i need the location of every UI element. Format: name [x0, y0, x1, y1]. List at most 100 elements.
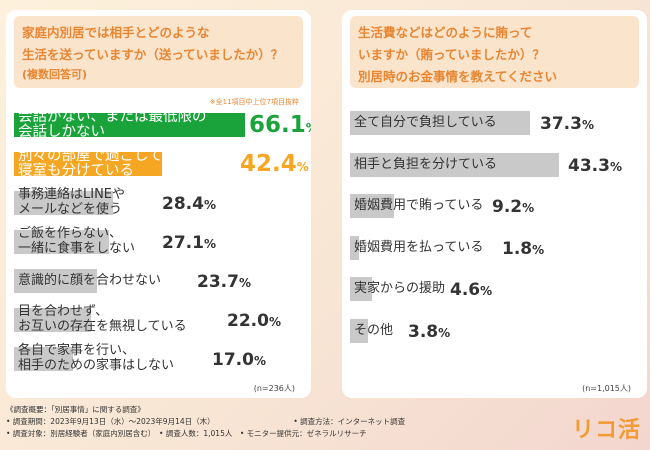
chart-category-label: 各自で家事を行い、 — [18, 343, 136, 358]
chart-bar — [14, 347, 74, 371]
chart-value-unit: % — [268, 315, 281, 329]
chart-value-unit: % — [480, 284, 493, 298]
chart-value-number: 9.2 — [492, 197, 523, 217]
chart-bar — [14, 269, 97, 293]
chart-row: 相手と負担を分けている 43.3% — [350, 150, 640, 180]
chart-category-label: 事務連絡はLINEや — [18, 187, 126, 202]
footer-line-1: 《調査概要：「別居事情」に関する調査》 — [6, 405, 145, 414]
chart-value-number: 37.3 — [540, 114, 582, 134]
left-question-line-3: (複数回答可) — [22, 68, 88, 81]
chart-bar — [14, 113, 245, 137]
chart-category-label: 目を合わせず、 — [18, 304, 109, 319]
chart-value-label: 43.3% — [568, 156, 622, 176]
chart-value-label: 37.3% — [540, 114, 594, 134]
chart-value-unit: % — [253, 354, 266, 368]
chart-value-unit: % — [522, 201, 535, 215]
chart-value-number: 17.0 — [212, 350, 254, 370]
chart-value-unit: % — [296, 160, 309, 174]
chart-value-number: 28.4 — [162, 194, 204, 214]
chart-category-label: 別々の部屋で過ごしていて、 — [18, 148, 205, 164]
chart-value-label: 1.8% — [502, 239, 544, 259]
chart-bar — [14, 230, 109, 254]
chart-bar — [350, 152, 560, 177]
chart-value-number: 27.1 — [162, 233, 204, 253]
chart-value-unit: % — [532, 242, 545, 257]
chart-category-label: 婚姻費用を払っている — [354, 239, 484, 255]
chart-value-unit: % — [581, 118, 594, 132]
chart-value-unit: % — [203, 198, 216, 212]
left-n-label: (n=236人) — [253, 384, 295, 393]
left-question-line-2: 生活を送っていますか（送っていましたか）？ — [22, 47, 284, 62]
chart-value-label: 42.4% — [240, 151, 309, 177]
chart-category-label: 会話しかない — [18, 124, 105, 140]
chart-value-label: 4.6% — [450, 280, 492, 300]
chart-bar — [14, 191, 114, 215]
chart-category-label: 会話がない、または最低限の — [18, 109, 207, 125]
footer-line-2: • 調査期間：2023年9月13日（水）〜2023年9月14日（木） • 調査方… — [6, 417, 406, 426]
chart-row: 目を合わせず、 お互いの存在を無視している 22.0% — [14, 305, 304, 335]
chart-value-number: 3.8 — [408, 321, 439, 342]
chart-value-unit: % — [203, 237, 216, 251]
chart-value-unit: % — [438, 325, 451, 340]
left-question-header: 家庭内別居では相手とどのような 生活を送っていますか（送っていましたか）？ (複… — [14, 16, 303, 88]
chart-bar — [350, 318, 369, 343]
chart-category-label: 相手のための家事はしない — [18, 358, 175, 373]
chart-value-number: 22.0 — [227, 311, 269, 331]
chart-value-label: 9.2% — [492, 197, 534, 217]
chart-bar — [350, 277, 373, 301]
chart-category-label: 寝室も分けている — [18, 163, 134, 179]
chart-value-label: 3.8% — [408, 322, 450, 342]
chart-category-label: お互いの存在を無視している — [18, 319, 187, 334]
footer-line-3: • 調査対象：別居経験者（家庭内別居含む） • 調査人数：1,015人 • モニ… — [6, 429, 367, 438]
chart-bar — [350, 235, 359, 260]
right-question-line-1: 生活費などはどのように賄って — [358, 25, 533, 40]
chart-bar — [350, 111, 531, 135]
right-question-header: 生活費などはどのように賄って いますか（賄っていましたか）？ 別居時のお金事情を… — [350, 16, 639, 88]
chart-value-number: 1.8 — [502, 238, 533, 259]
chart-row: 事務連絡はLINEや メールなどを使う 28.4% — [14, 188, 304, 218]
left-note: ※全11項目中上位7項目抜粋 — [209, 98, 299, 106]
chart-value-unit: % — [238, 276, 251, 290]
chart-value-unit: % — [306, 121, 311, 135]
chart-row: 各自で家事を行い、 相手のための家事はしない 17.0% — [14, 344, 304, 374]
chart-category-label: 相手と負担を分けている — [354, 156, 498, 172]
right-question-line-3: 別居時のお金事情を教えてください — [358, 69, 558, 84]
chart-row: 別々の部屋で過ごしていて、 寝室も分けている 42.4% — [14, 148, 309, 179]
chart-category-label: ご飯を作らない、 — [18, 226, 123, 241]
chart-row: ご飯を作らない、 一緒に食事をしない 27.1% — [14, 227, 304, 257]
chart-category-label: 実家からの援助 — [354, 281, 446, 296]
left-question-line-1: 家庭内別居では相手とどのような — [22, 25, 210, 40]
chart-category-label: その他 — [354, 322, 394, 338]
chart-bar — [14, 152, 163, 176]
right-question-line-2: いますか（賄っていましたか）？ — [358, 47, 545, 62]
chart-category-label: 全て自分で負担している — [354, 115, 497, 130]
chart-row: 婚姻費用で賄っている 9.2% — [350, 191, 640, 221]
chart-row: その他 3.8% — [350, 316, 640, 346]
right-chart-panel: 生活費などはどのように賄って いますか（賄っていましたか）？ 別居時のお金事情を… — [342, 10, 647, 398]
chart-value-unit: % — [609, 159, 622, 174]
brand-logo: リコ活 — [572, 418, 642, 443]
chart-value-number: 42.4 — [240, 151, 297, 177]
chart-value-number: 23.7 — [197, 272, 239, 292]
chart-value-label: 17.0% — [212, 350, 266, 370]
chart-row: 意識的に顔を合わせない 23.7% — [14, 266, 304, 296]
chart-value-label: 22.0% — [227, 311, 281, 331]
chart-category-label: メールなどを使う — [18, 202, 123, 217]
chart-category-label: 婚姻費用で賄っている — [354, 198, 484, 213]
left-chart-panel: 家庭内別居では相手とどのような 生活を送っていますか（送っていましたか）？ (複… — [6, 10, 311, 398]
chart-value-number: 66.1 — [249, 112, 306, 138]
chart-category-label: 意識的に顔を合わせない — [18, 273, 162, 288]
chart-row: 婚姻費用を払っている 1.8% — [350, 233, 640, 263]
chart-bar — [14, 308, 91, 332]
chart-value-label: 27.1% — [162, 233, 216, 253]
chart-value-label: 23.7% — [197, 272, 251, 292]
chart-value-label: 28.4% — [162, 194, 216, 214]
right-n-label: (n=1,015人) — [582, 384, 631, 393]
chart-row: 実家からの援助 4.6% — [350, 274, 640, 304]
chart-bar — [350, 194, 395, 218]
chart-value-label: 66.1% — [249, 112, 311, 138]
chart-value-number: 43.3 — [568, 155, 610, 176]
chart-value-number: 4.6 — [450, 280, 481, 300]
chart-category-label: 一緒に食事をしない — [18, 241, 136, 256]
